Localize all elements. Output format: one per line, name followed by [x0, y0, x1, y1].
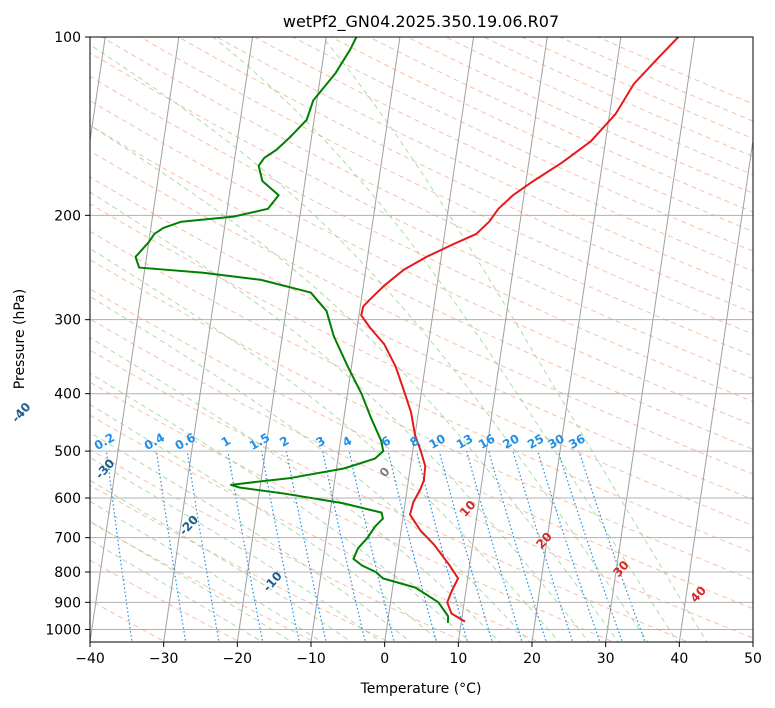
isotherm-line [605, 37, 696, 642]
dry-adiabat-line [253, 37, 753, 272]
y-axis: 100 200 300 400 500 600 700 800 900 1000 [45, 30, 90, 638]
dry-adiabat-line [329, 37, 753, 232]
y-tick-label: 500 [54, 444, 81, 460]
mixing-ratio-line [261, 450, 300, 642]
dry-adiabat-line [90, 318, 753, 639]
moist-adiabat-line [90, 124, 619, 642]
mixing-ratio-line [155, 451, 187, 642]
dry-adiabat-line [177, 37, 753, 314]
y-tick-label: 300 [54, 313, 81, 329]
x-tick-label: 30 [597, 651, 615, 667]
dry-adiabat-line [90, 288, 753, 610]
isotherm-line [236, 37, 327, 642]
mixing-ratio-line [186, 451, 220, 642]
x-tick-label: 10 [449, 651, 467, 667]
x-tick-label: 40 [670, 651, 688, 667]
dry-adiabat-line [139, 37, 753, 335]
x-tick-label: −30 [149, 651, 179, 667]
dry-adiabat-line [90, 100, 753, 426]
dry-adiabat-line [90, 414, 541, 642]
mixing-ratio-line [416, 450, 469, 642]
x-tick-label: −10 [296, 651, 326, 667]
moist-adiabat-line [90, 337, 501, 642]
x-tick-label: −20 [223, 651, 253, 667]
x-axis: −40 −30 −20 −10 0 10 20 30 40 50 [75, 642, 762, 667]
dry-adiabat-line [368, 37, 753, 213]
dry-adiabat-line [90, 203, 753, 527]
dewpoint-line [134, 37, 450, 623]
mixing-ratio-line [387, 450, 438, 642]
y-tick-label: 900 [54, 595, 81, 611]
isotherm-line [457, 37, 548, 642]
isotherm-line [531, 37, 622, 642]
x-axis-label: Temperature (°C) [360, 681, 482, 697]
isotherm-line [310, 37, 401, 642]
x-tick-label: −40 [75, 651, 105, 667]
dry-adiabat-line [90, 484, 391, 642]
dry-adiabat-line [90, 449, 466, 642]
profile-lines [134, 37, 680, 623]
mixing-ratio-line [227, 450, 264, 642]
mixing-ratio-line [321, 450, 366, 642]
plot-frame [89, 36, 754, 643]
mixing-ratio-line [557, 450, 623, 642]
mixing-ratio-line [578, 450, 646, 642]
isotherm-line [678, 137, 753, 642]
y-tick-label: 600 [54, 491, 81, 507]
moist-adiabat-line [90, 191, 590, 642]
y-tick-label: 1000 [45, 622, 81, 638]
y-axis-label: Pressure (hPa) [12, 289, 28, 389]
isotherm-line [163, 37, 254, 642]
x-tick-label: 0 [380, 651, 389, 667]
temperature-line [360, 37, 680, 623]
mixing-ratio-line [488, 450, 547, 642]
y-tick-label: 200 [54, 208, 81, 224]
mixing-ratio-line [537, 450, 601, 642]
dry-adiabat-line [90, 176, 753, 501]
chart-title: wetPf2_GN04.2025.350.19.06.R07 [283, 12, 559, 32]
mixing-ratio-line [438, 450, 493, 642]
x-tick-label: 20 [523, 651, 541, 667]
dry-adiabat-line [520, 37, 753, 140]
dry-adiabat-line [444, 37, 753, 176]
isotherm-line [384, 37, 475, 642]
mixing-ratio-line [348, 450, 395, 642]
dry-adiabat-line [90, 259, 753, 581]
y-tick-label: 400 [54, 387, 81, 403]
isotherm-line [90, 37, 180, 642]
mixing-ratio-line [466, 450, 523, 642]
mixing-ratio-line [512, 450, 574, 642]
plot-area [90, 37, 753, 642]
y-tick-label: 700 [54, 531, 81, 547]
y-tick-label: 100 [54, 30, 81, 46]
x-tick-label: 50 [744, 651, 762, 667]
dry-adiabat-line [90, 75, 753, 403]
y-tick-label: 800 [54, 565, 81, 581]
moist-adiabat-line [90, 44, 649, 642]
moist-adiabat-line [212, 37, 678, 642]
dry-adiabat-line [90, 52, 753, 380]
